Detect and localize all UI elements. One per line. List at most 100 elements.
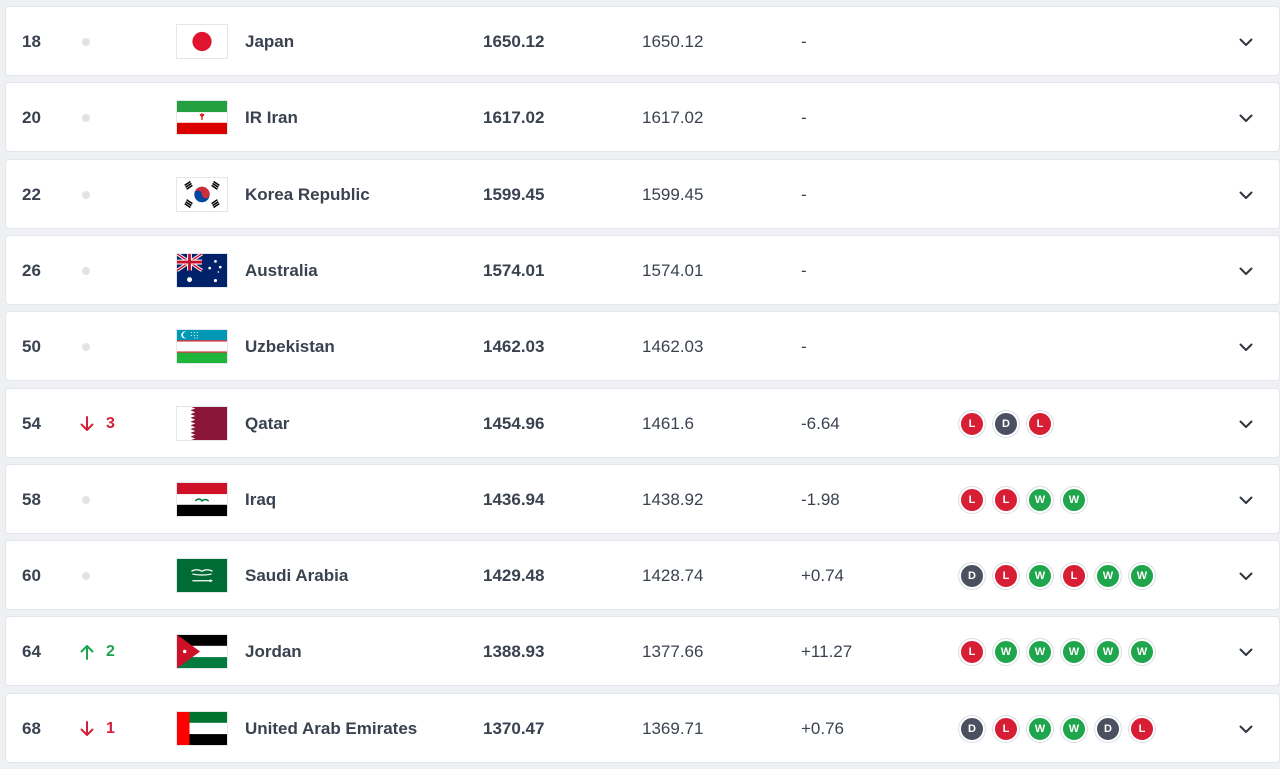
chevron-down-icon[interactable] <box>1237 186 1255 204</box>
ranking-row[interactable]: 54 3 Qatar 1454.96 1461.6 -6.64 L D L <box>5 388 1280 458</box>
rank-number: 64 <box>22 642 41 661</box>
expand-button[interactable] <box>1233 465 1259 535</box>
form-badge: W <box>1061 487 1087 513</box>
expand-button[interactable] <box>1233 236 1259 306</box>
form-badge: W <box>1129 563 1155 589</box>
form-badge: W <box>1061 639 1087 665</box>
country-name[interactable]: IR Iran <box>245 108 298 127</box>
form-badge: W <box>1027 639 1053 665</box>
dot-icon <box>82 114 90 122</box>
chevron-down-icon[interactable] <box>1237 567 1255 585</box>
chevron-down-icon[interactable] <box>1237 33 1255 51</box>
form-badge: L <box>1027 411 1053 437</box>
japan-flag <box>176 24 228 59</box>
points-change: - <box>801 337 807 356</box>
form-badge: D <box>959 563 985 589</box>
rank-number: 22 <box>22 185 41 204</box>
form-badge: D <box>959 716 985 742</box>
country-name[interactable]: Japan <box>245 32 295 51</box>
expand-button[interactable] <box>1233 617 1259 687</box>
form-badge: D <box>1095 716 1121 742</box>
rank-move: 2 <box>78 617 138 687</box>
rank-number: 26 <box>22 261 41 280</box>
form-badge: W <box>1027 563 1053 589</box>
points-change: +0.76 <box>801 719 845 738</box>
previous-points: 1461.6 <box>642 414 694 433</box>
points-change: - <box>801 32 807 51</box>
ranking-row[interactable]: 18 Japan 1650.12 1650.12 - <box>5 6 1280 76</box>
expand-button[interactable] <box>1233 83 1259 153</box>
ranking-row[interactable]: 68 1 United Arab Emirates 1370.47 1369.71 +0.… <box>5 693 1280 763</box>
points-change: -1.98 <box>801 490 840 509</box>
country-name[interactable]: Jordan <box>245 642 302 661</box>
rank-move <box>78 83 138 153</box>
rank-move <box>78 7 138 77</box>
korea-flag <box>176 177 228 212</box>
ranking-row[interactable]: 50 Uzbekistan 1462.03 1462.03 - <box>5 311 1280 381</box>
total-points: 1599.45 <box>483 185 545 204</box>
chevron-down-icon[interactable] <box>1237 415 1255 433</box>
rank-number: 58 <box>22 490 41 509</box>
rank-move <box>78 160 138 230</box>
country-name[interactable]: Korea Republic <box>245 185 370 204</box>
australia-flag <box>176 253 228 288</box>
expand-button[interactable] <box>1233 694 1259 764</box>
expand-button[interactable] <box>1233 7 1259 77</box>
rank-move-value: 2 <box>106 643 115 660</box>
total-points: 1436.94 <box>483 490 545 509</box>
country-name[interactable]: Iraq <box>245 490 277 509</box>
form-badge: L <box>959 639 985 665</box>
points-change: +0.74 <box>801 566 845 585</box>
dot-icon <box>82 38 90 46</box>
rank-move <box>78 541 138 611</box>
expand-button[interactable] <box>1233 312 1259 382</box>
rank-move-value: 1 <box>106 720 115 737</box>
expand-button[interactable] <box>1233 541 1259 611</box>
dot-icon <box>82 267 90 275</box>
rank-number: 68 <box>22 719 41 738</box>
country-name[interactable]: Qatar <box>245 414 290 433</box>
previous-points: 1599.45 <box>642 185 704 204</box>
arrow-up-icon <box>80 645 94 660</box>
ranking-row[interactable]: 64 2 Jordan 1388.93 1377.66 +11.27 L W W W W W <box>5 616 1280 686</box>
total-points: 1454.96 <box>483 414 545 433</box>
previous-points: 1438.92 <box>642 490 704 509</box>
total-points: 1388.93 <box>483 642 545 661</box>
ranking-row[interactable]: 58 Iraq 1436.94 1438.92 -1.98 L L W W <box>5 464 1280 534</box>
chevron-down-icon[interactable] <box>1237 338 1255 356</box>
saudi-arabia-flag <box>176 558 228 593</box>
form-badge: W <box>1027 487 1053 513</box>
chevron-down-icon[interactable] <box>1237 262 1255 280</box>
form-badge: L <box>959 487 985 513</box>
ranking-row[interactable]: 26 Australia 1574.01 1574.01 - <box>5 235 1280 305</box>
chevron-down-icon[interactable] <box>1237 491 1255 509</box>
expand-button[interactable] <box>1233 160 1259 230</box>
dot-icon <box>82 496 90 504</box>
chevron-down-icon[interactable] <box>1237 643 1255 661</box>
rank-move: 1 <box>78 694 138 764</box>
form-badge: D <box>993 411 1019 437</box>
expand-button[interactable] <box>1233 389 1259 459</box>
form-badge: L <box>1129 716 1155 742</box>
country-name[interactable]: Uzbekistan <box>245 337 335 356</box>
country-name[interactable]: United Arab Emirates <box>245 719 418 738</box>
chevron-down-icon[interactable] <box>1237 720 1255 738</box>
chevron-down-icon[interactable] <box>1237 109 1255 127</box>
ranking-row[interactable]: 20 IR Iran 1617.02 1617.02 - <box>5 82 1280 152</box>
ranking-row[interactable]: 60 Saudi Arabia 1429.48 1428.74 +0.74 D L W L W W <box>5 540 1280 610</box>
total-points: 1370.47 <box>483 719 545 738</box>
points-change: - <box>801 108 807 127</box>
country-name[interactable]: Saudi Arabia <box>245 566 349 585</box>
points-change: - <box>801 185 807 204</box>
ranking-row[interactable]: 22 Korea Republic 1599.45 1599.45 - <box>5 159 1280 229</box>
rank-number: 60 <box>22 566 41 585</box>
iraq-flag <box>176 482 228 517</box>
country-name[interactable]: Australia <box>245 261 318 280</box>
points-change: - <box>801 261 807 280</box>
rank-move <box>78 465 138 535</box>
form-badge: W <box>1129 639 1155 665</box>
dot-icon <box>82 572 90 580</box>
